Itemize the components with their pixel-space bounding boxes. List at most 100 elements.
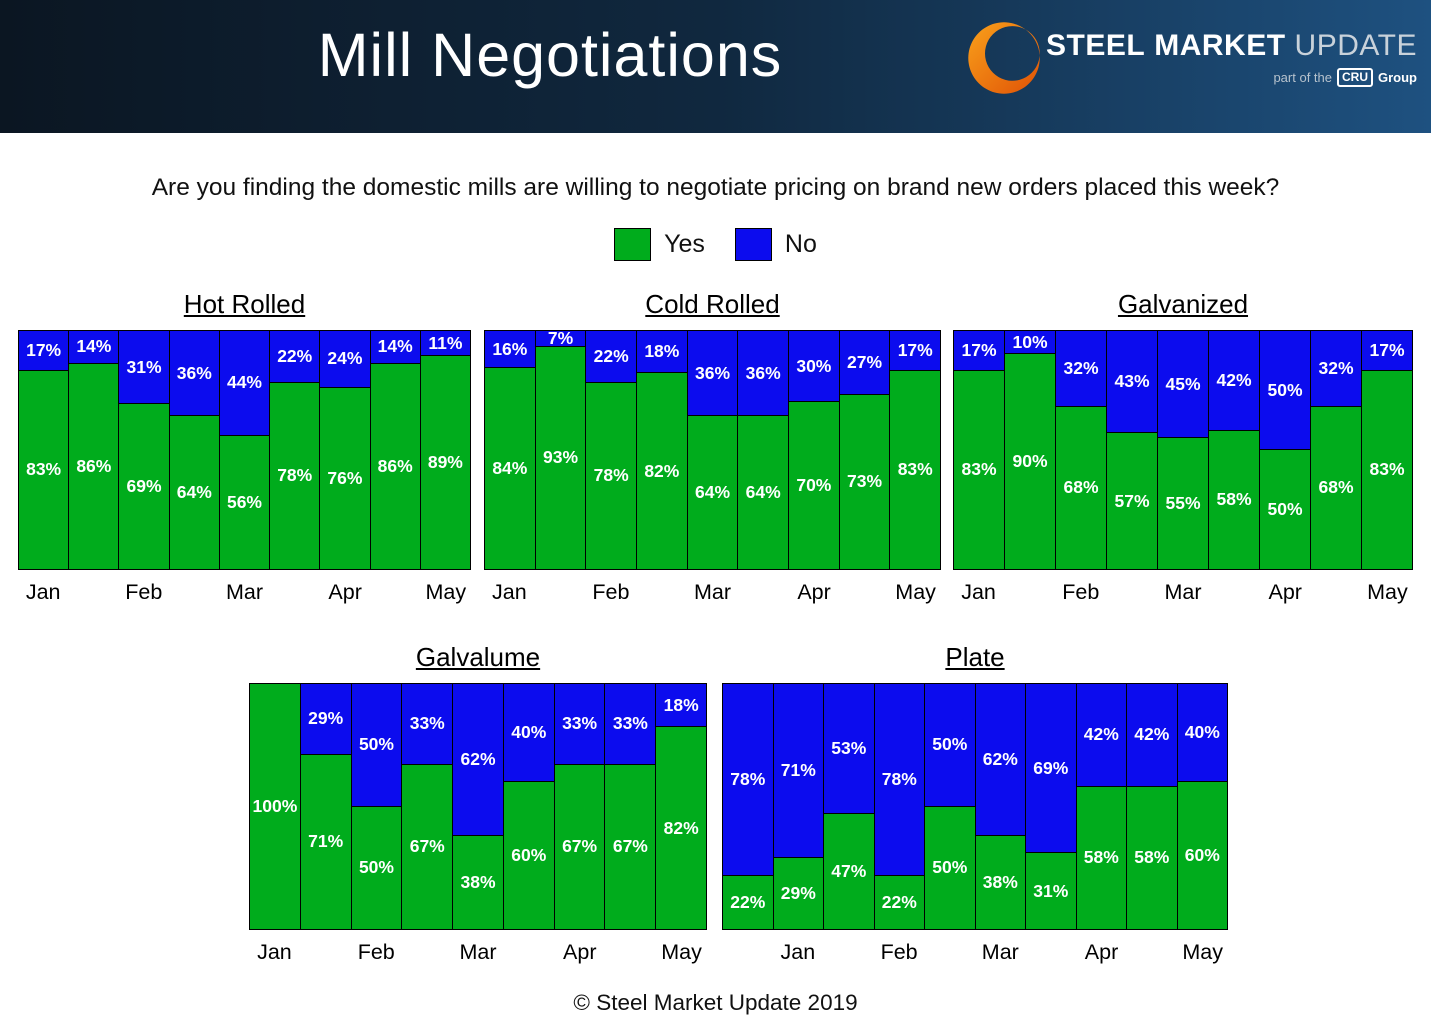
no-percent-label: 17% — [1369, 339, 1405, 360]
no-percent-label: 14% — [76, 336, 112, 357]
bar-segment-yes: 68% — [1310, 406, 1362, 570]
bar-segment-no: 32% — [1055, 330, 1107, 407]
bar-segment-yes: 38% — [452, 836, 504, 930]
month-label: Mar — [693, 580, 732, 604]
logo-wordmark: STEEL MARKET UPDATE — [1046, 29, 1417, 63]
bar-segment-yes: 55% — [1157, 438, 1209, 570]
stacked-bar: 69% 31% — [1025, 683, 1077, 930]
bar-segment-yes: 83% — [953, 370, 1005, 570]
stacked-bar: 62% 38% — [974, 683, 1026, 930]
stacked-bar: 71% 29% — [772, 683, 824, 930]
no-percent-label: 18% — [644, 341, 680, 362]
stacked-bar: 14% 86% — [369, 330, 421, 570]
bar-segment-yes: 89% — [419, 356, 471, 570]
stacked-bar: 14% 86% — [68, 330, 120, 570]
bar-segment-no: 36% — [168, 330, 220, 417]
stacked-bar: 36% 64% — [168, 330, 220, 570]
no-percent-label: 22% — [277, 345, 313, 366]
bar-segment-no: 32% — [1310, 330, 1362, 407]
no-percent-label: 14% — [377, 336, 413, 357]
bar-segment-no: 40% — [502, 683, 555, 782]
no-percent-label: 11% — [428, 332, 463, 353]
logo-tagline-suffix: Group — [1378, 70, 1417, 85]
stacked-bar: 78% 22% — [873, 683, 925, 930]
yes-percent-label: 22% — [730, 891, 766, 912]
bar-segment-no: 50% — [1259, 330, 1311, 450]
bar-segment-yes: 67% — [604, 764, 657, 930]
bar-segment-no: 40% — [1176, 683, 1228, 782]
bar-segment-yes: 50% — [924, 806, 976, 930]
chart-title: Galvalume — [415, 642, 541, 672]
yes-percent-label: 60% — [1184, 844, 1220, 865]
stacked-bar: 31% 69% — [118, 330, 170, 570]
no-percent-label: 33% — [612, 713, 648, 734]
month-label: Jan — [25, 580, 61, 604]
bar-segment-yes: 78% — [585, 382, 638, 570]
stacked-bar: 17% 83% — [1361, 330, 1413, 570]
stacked-bar: 17% 83% — [889, 330, 942, 570]
stacked-bar: 43% 57% — [1106, 330, 1158, 570]
month-label: Feb — [592, 580, 630, 604]
yes-percent-label: 71% — [308, 831, 344, 852]
month-label: May — [1182, 940, 1223, 964]
yes-percent-label: 93% — [542, 447, 579, 468]
smu-swoosh-icon — [968, 22, 1040, 94]
yes-percent-label: 83% — [1369, 459, 1405, 480]
bar-segment-yes: 56% — [218, 435, 271, 570]
bar-segment-no: 36% — [686, 330, 739, 417]
bar-segment-yes: 70% — [788, 402, 840, 570]
page-title: Mill Negotiations — [317, 21, 783, 89]
yes-percent-label: 67% — [612, 836, 648, 857]
no-percent-label: 45% — [1165, 373, 1201, 394]
yes-percent-label: 55% — [1165, 493, 1201, 513]
yes-percent-label: 22% — [881, 891, 917, 912]
yes-percent-label: 89% — [427, 452, 463, 473]
no-percent-label: 50% — [1267, 379, 1303, 400]
yes-percent-label: 84% — [492, 458, 528, 479]
logo-update: UPDATE — [1294, 29, 1417, 62]
header-banner: Mill Negotiations STEEL MARKET UPDATE pa… — [0, 0, 1431, 133]
legend-no-swatch — [734, 228, 772, 261]
stacked-bar: 44% 56% — [218, 330, 271, 570]
bar-segment-yes: 22% — [873, 875, 925, 930]
bar-segment-yes: 83% — [889, 370, 942, 570]
stacked-bar: 50% 50% — [924, 683, 976, 930]
yes-percent-label: 64% — [695, 482, 731, 503]
yes-percent-label: 69% — [126, 476, 162, 497]
stacked-bar: 30% 70% — [788, 330, 840, 570]
no-percent-label: 78% — [730, 768, 766, 789]
yes-percent-label: 68% — [1318, 477, 1354, 498]
chart-title: Plate — [945, 642, 1005, 672]
month-label: Feb — [125, 580, 163, 604]
yes-percent-label: 82% — [644, 460, 680, 481]
bar-segment-yes: 58% — [1126, 786, 1178, 930]
bar-segment-no: 30% — [788, 330, 840, 402]
stacked-bar: 22% 78% — [269, 330, 321, 570]
logo-tagline-prefix: part of the — [1273, 70, 1332, 85]
yes-percent-label: 38% — [460, 872, 496, 893]
bar-segment-yes: 73% — [838, 394, 891, 570]
bar-segment-yes: 67% — [401, 764, 454, 930]
cru-badge: CRU — [1337, 68, 1373, 87]
bar-segment-no: 11% — [419, 330, 471, 357]
stacked-bar: 42% 58% — [1075, 683, 1127, 930]
stacked-bar: 33% 67% — [604, 683, 657, 930]
stacked-bar: 100% — [249, 683, 301, 930]
bar-segment-yes: 38% — [974, 836, 1026, 930]
month-label: Apr — [1268, 580, 1302, 604]
bar-segment-yes: 60% — [502, 781, 555, 930]
legend-yes-label: Yes — [664, 230, 705, 258]
yes-percent-label: 57% — [1114, 490, 1150, 511]
bar-segment-yes: 84% — [484, 368, 536, 570]
bar-segment-no: 33% — [553, 683, 606, 765]
month-label: Mar — [981, 940, 1019, 964]
month-label: Jan — [257, 940, 292, 964]
no-percent-label: 36% — [695, 362, 731, 383]
bar-segment-yes: 31% — [1025, 853, 1077, 930]
logo-tagline: part of the CRU Group — [1273, 68, 1417, 87]
stacked-bar: 53% 47% — [823, 683, 875, 930]
no-percent-label: 17% — [961, 339, 997, 360]
month-axis: Jan Feb Mar Apr May — [249, 930, 707, 966]
month-label: Feb — [357, 940, 395, 964]
month-label: May — [661, 940, 702, 964]
